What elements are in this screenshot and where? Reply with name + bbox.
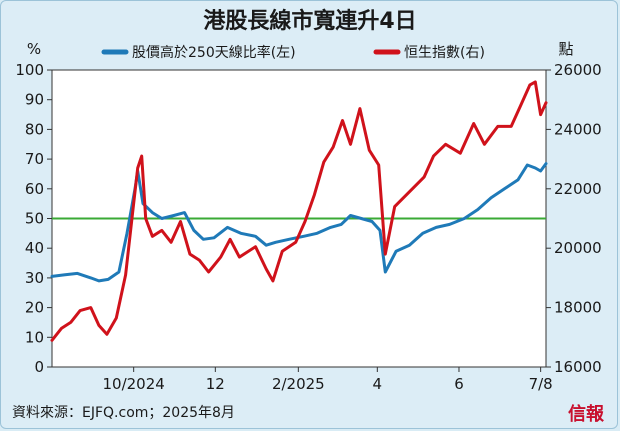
x-tick-label: 4 xyxy=(373,375,383,393)
x-tick-label: 2/2025 xyxy=(272,375,325,393)
x-tick-label: 12 xyxy=(206,375,225,393)
chart-title: 港股長線市寬連升4日 xyxy=(203,8,416,34)
legend-label-hsi: 恒生指數(右) xyxy=(404,45,485,61)
publisher-logo: 信報 xyxy=(568,403,605,425)
legend: 股價高於250天線比率(左) 恒生指數(右) xyxy=(101,44,485,61)
y-left-tick-label: 80 xyxy=(25,120,44,138)
y-left-tick-label: 90 xyxy=(25,91,44,109)
source-note: 資料來源：EJFQ.com；2025年8月 xyxy=(12,405,235,421)
left-unit-label: % xyxy=(27,40,41,58)
y-left-tick-label: 100 xyxy=(15,61,44,79)
y-left-tick-label: 40 xyxy=(25,239,44,257)
y-left-tick-label: 60 xyxy=(25,180,44,198)
y-left-tick-label: 50 xyxy=(25,210,44,228)
legend-label-breadth: 股價高於250天線比率(左) xyxy=(132,44,296,61)
right-unit-label: 點 xyxy=(558,40,573,58)
y-left-tick-label: 20 xyxy=(25,299,44,317)
y-right-tick-label: 22000 xyxy=(554,180,602,198)
y-right-tick-label: 16000 xyxy=(554,358,602,376)
y-left-tick-label: 10 xyxy=(25,328,44,346)
x-tick-label: 6 xyxy=(454,375,464,393)
y-right-tick-label: 18000 xyxy=(554,299,602,317)
x-tick-label: 7/8 xyxy=(529,375,553,393)
y-left-tick-label: 70 xyxy=(25,150,44,168)
y-right-tick-label: 20000 xyxy=(554,239,602,257)
series-line-hsi xyxy=(50,80,548,342)
chart-marks: 0 10 20 30 40 50 60 70 80 90 100 16000 18000 20000 220… xyxy=(15,61,601,393)
x-tick-label: 10/2024 xyxy=(102,375,164,393)
y-right-tick-label: 24000 xyxy=(554,120,602,138)
y-left-tick-label: 30 xyxy=(25,269,44,287)
y-right-tick-label: 26000 xyxy=(554,61,602,79)
y-left-tick-label: 0 xyxy=(34,358,44,376)
